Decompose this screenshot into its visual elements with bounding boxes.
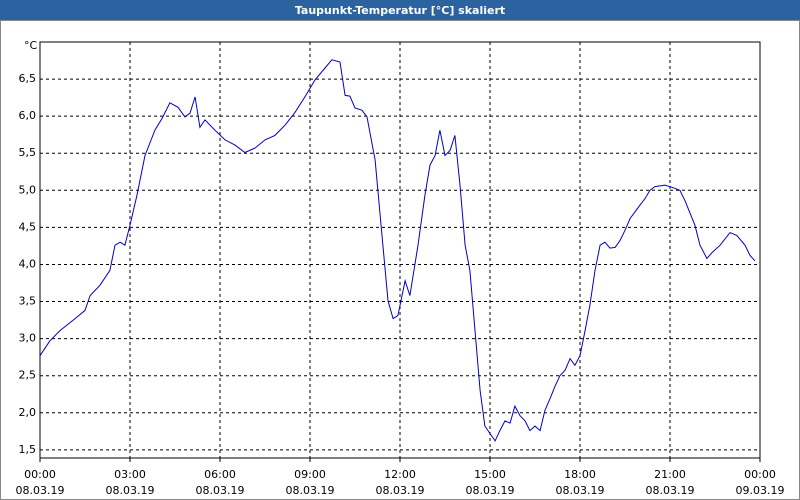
y-tick-label: 4,5 bbox=[19, 220, 37, 233]
y-tick-label: 6,0 bbox=[19, 109, 37, 122]
chart-title: Taupunkt-Temperatur [°C] skaliert bbox=[295, 4, 505, 17]
x-tick-date: 08.03.19 bbox=[646, 484, 695, 497]
x-tick-label: 15:00 bbox=[474, 468, 506, 481]
x-tick-label: 18:00 bbox=[564, 468, 596, 481]
x-tick-label: 03:00 bbox=[114, 468, 146, 481]
y-tick-label: 5,0 bbox=[19, 183, 37, 196]
x-tick-date: 08.03.19 bbox=[196, 484, 245, 497]
y-tick-label: 1,5 bbox=[19, 443, 37, 456]
x-tick-label: 12:00 bbox=[384, 468, 416, 481]
x-tick-label: 09:00 bbox=[294, 468, 326, 481]
x-tick-date: 08.03.19 bbox=[376, 484, 425, 497]
x-tick-date: 08.03.19 bbox=[466, 484, 515, 497]
x-tick-date: 08.03.19 bbox=[106, 484, 155, 497]
y-tick-label: 2,0 bbox=[19, 406, 37, 419]
title-bar bbox=[0, 0, 800, 20]
x-tick-label: 00:00 bbox=[24, 468, 56, 481]
x-tick-date: 08.03.19 bbox=[556, 484, 605, 497]
x-tick-label: 06:00 bbox=[204, 468, 236, 481]
y-tick-label: 4,0 bbox=[19, 257, 37, 270]
x-tick-label: 00:00 bbox=[744, 468, 776, 481]
y-tick-label: 2,5 bbox=[19, 369, 37, 382]
x-tick-date: 08.03.19 bbox=[16, 484, 65, 497]
x-tick-label: 21:00 bbox=[654, 468, 686, 481]
y-tick-label: 3,5 bbox=[19, 295, 37, 308]
y-unit: °C bbox=[24, 39, 38, 52]
y-tick-label: 6,5 bbox=[19, 72, 37, 85]
y-tick-label: 3,0 bbox=[19, 332, 37, 345]
data-line bbox=[39, 59, 756, 442]
y-tick-label: 5,5 bbox=[19, 146, 37, 159]
x-tick-date: 09.03.19 bbox=[736, 484, 785, 497]
x-tick-date: 08.03.19 bbox=[286, 484, 335, 497]
